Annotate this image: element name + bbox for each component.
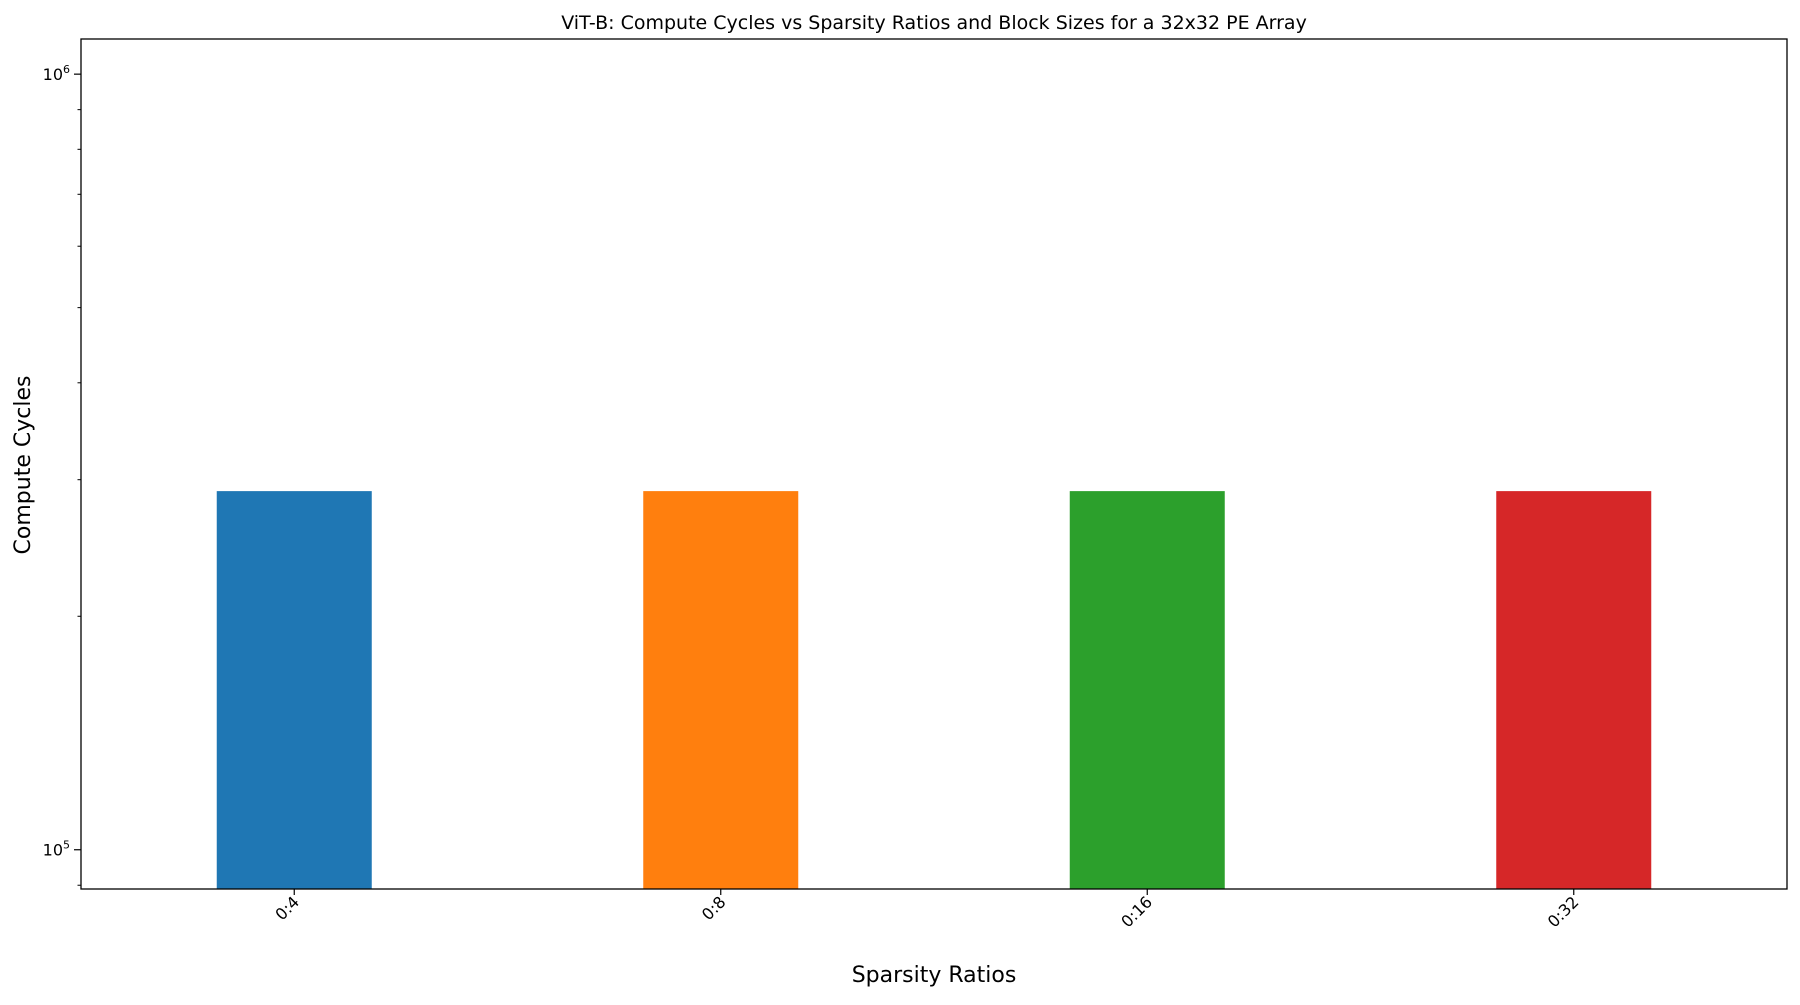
bar-0:4 [216, 491, 372, 889]
x-tick-label-0:32: 0:32 [1544, 892, 1583, 931]
axes-frame [80, 38, 1788, 890]
chart-title: ViT-B: Compute Cycles vs Sparsity Ratios… [561, 12, 1307, 34]
bar-0:32 [1496, 491, 1652, 889]
x-tick-label-0:8: 0:8 [698, 892, 730, 924]
plot-area: 0:4 0:8 0:16 0:32 105 106 [43, 38, 1788, 931]
y-tick-label-6: 106 [43, 63, 70, 84]
x-axis-label: Sparsity Ratios [852, 963, 1017, 988]
bar-0:16 [1069, 491, 1225, 889]
bar-0:8 [643, 491, 799, 889]
x-tick-label-0:4: 0:4 [271, 892, 303, 924]
x-tick-label-0:16: 0:16 [1117, 892, 1156, 931]
y-tick-label-5: 105 [43, 839, 70, 860]
y-axis-label: Compute Cycles [11, 376, 36, 555]
